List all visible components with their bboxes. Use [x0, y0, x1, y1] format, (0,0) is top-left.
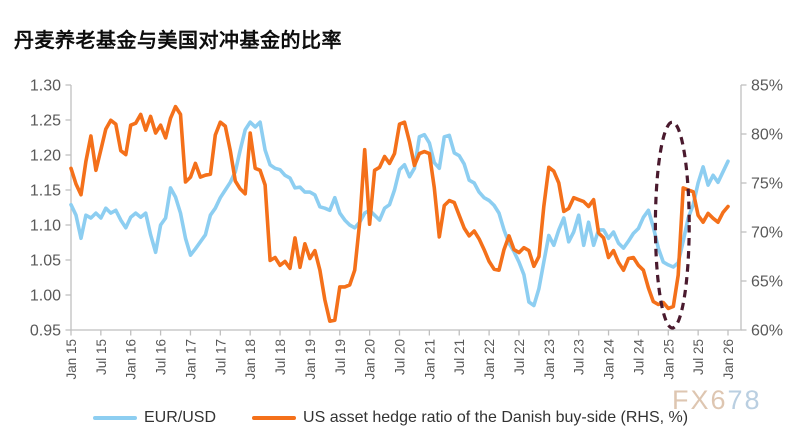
left-axis-tick-label: 1.30 — [30, 78, 61, 95]
right-axis-tick-label: 85% — [751, 78, 783, 95]
x-axis-tick-label: Jan 25 — [661, 339, 676, 380]
left-axis-tick-label: 1.20 — [30, 148, 61, 165]
x-axis-tick-label: Jul 20 — [393, 339, 408, 375]
x-axis-tick-label: Jan 19 — [303, 339, 318, 380]
right-axis-tick-label: 65% — [751, 274, 783, 291]
left-axis-tick-label: 1.00 — [30, 288, 61, 305]
left-axis-tick-label: 1.05 — [30, 253, 61, 270]
legend-swatch-hedge-ratio-icon — [252, 416, 297, 420]
x-axis-tick-label: Jul 22 — [512, 339, 527, 375]
legend-label-hedge-ratio: US asset hedge ratio of the Danish buy-s… — [303, 409, 689, 426]
x-axis-tick-label: Jul 24 — [631, 339, 646, 376]
x-axis-tick-label: Jul 16 — [154, 339, 169, 375]
x-axis-tick-label: Jan 15 — [64, 339, 79, 380]
highlight-ellipse-annotation — [653, 120, 691, 330]
x-axis-tick-label: Jul 19 — [333, 339, 348, 375]
x-axis-tick-label: Jan 18 — [243, 339, 258, 380]
right-axis-tick-label: 75% — [751, 176, 783, 193]
x-axis-tick-label: Jul 21 — [452, 339, 467, 375]
x-axis-tick-label: Jul 15 — [94, 339, 109, 375]
left-axis-tick-label: 0.95 — [30, 323, 61, 340]
x-axis-tick-label: Jan 26 — [721, 339, 736, 380]
x-axis-tick-label: Jan 20 — [363, 339, 378, 380]
x-axis-tick-label: Jul 18 — [273, 339, 288, 375]
x-axis-tick-label: Jul 23 — [572, 339, 587, 375]
legend-label-eurusd: EUR/USD — [144, 409, 217, 426]
x-axis-tick-label: Jan 22 — [482, 339, 497, 380]
x-axis-tick-label: Jan 16 — [124, 339, 139, 380]
x-axis-tick-label: Jul 17 — [213, 339, 228, 375]
left-axis-tick-label: 1.10 — [30, 218, 61, 235]
left-axis-tick-label: 1.15 — [30, 183, 61, 200]
series-line-hedge-ratio — [69, 104, 730, 324]
legend: EUR/USD US asset hedge ratio of the Dani… — [93, 409, 688, 427]
x-axis-tick-label: Jul 25 — [691, 339, 706, 375]
left-axis-tick-label: 1.25 — [30, 113, 61, 130]
x-axis-tick-label: Jan 23 — [542, 339, 557, 380]
right-axis-tick-label: 70% — [751, 225, 783, 242]
legend-swatch-eurusd-icon — [93, 416, 137, 420]
series-line-eurusd — [69, 120, 730, 308]
chart-title: 丹麦养老基金与美国对冲基金的比率 — [14, 30, 342, 52]
x-axis-tick-label: Jan 24 — [602, 339, 617, 380]
right-axis-tick-label: 60% — [751, 323, 783, 340]
x-axis-tick-label: Jan 17 — [183, 339, 198, 380]
right-axis-tick-label: 80% — [751, 127, 783, 144]
x-axis-tick-label: Jan 21 — [422, 339, 437, 380]
